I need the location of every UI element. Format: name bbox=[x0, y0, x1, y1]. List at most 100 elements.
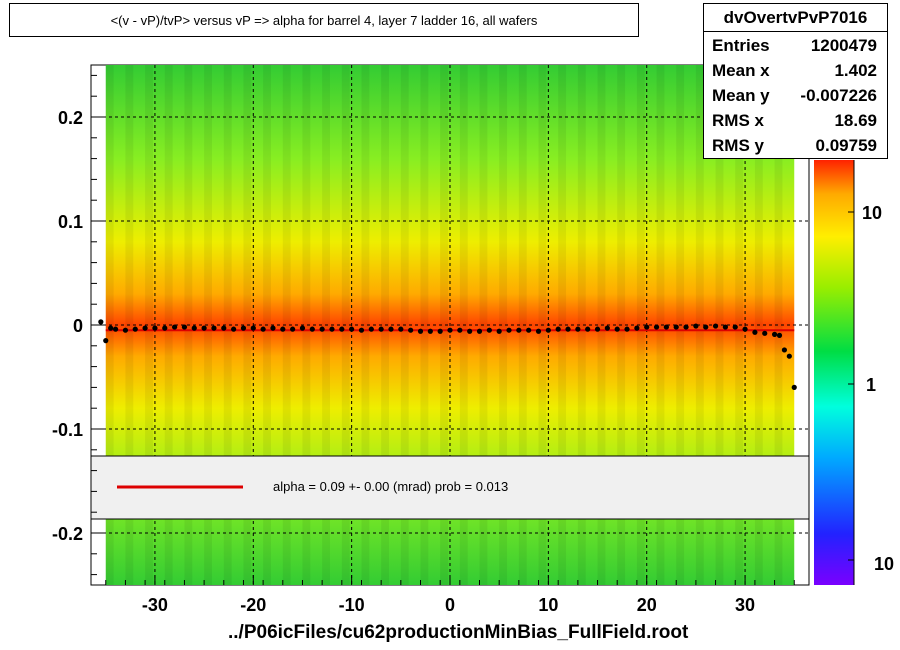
stats-value: 1.402 bbox=[834, 61, 877, 80]
profile-point bbox=[417, 328, 424, 334]
profile-point bbox=[319, 326, 325, 332]
color-scale-bar bbox=[814, 160, 854, 585]
profile-point bbox=[191, 325, 197, 331]
stats-label: Entries bbox=[712, 36, 770, 55]
heatmap-column-shade bbox=[223, 65, 232, 585]
heatmap-column-shade bbox=[164, 65, 173, 585]
profile-point bbox=[663, 324, 669, 330]
profile-point bbox=[152, 325, 158, 331]
profile-point bbox=[673, 324, 679, 330]
heatmap-column-shade bbox=[518, 65, 527, 585]
profile-point bbox=[398, 326, 404, 332]
profile-point bbox=[776, 332, 783, 338]
profile-point bbox=[693, 323, 699, 329]
profile-point bbox=[791, 384, 797, 390]
heatmap-column-shade bbox=[302, 65, 311, 585]
profile-point bbox=[368, 326, 374, 332]
profile-point bbox=[201, 325, 207, 331]
profile-point bbox=[762, 330, 768, 336]
title-box: <(v - vP)/tvP> versus vP => alpha for ba… bbox=[9, 3, 639, 37]
profile-point bbox=[427, 328, 433, 334]
stats-value: -0.007226 bbox=[800, 86, 877, 105]
profile-point bbox=[181, 324, 188, 330]
x-tick-label: 20 bbox=[637, 595, 657, 615]
stats-box: dvOvertvPvP7016 Entries 1200479 Mean x 1… bbox=[703, 3, 888, 159]
y-tick-label: -0.2 bbox=[52, 524, 83, 544]
heatmap-column-shade bbox=[204, 65, 212, 585]
profile-point bbox=[535, 328, 542, 334]
color-scale-label: 1 bbox=[866, 375, 876, 395]
stats-label: Mean y bbox=[712, 86, 770, 105]
legend-fit-text: alpha = 0.09 +- 0.00 (mrad) prob = 0.013 bbox=[273, 479, 509, 494]
profile-point bbox=[771, 331, 778, 337]
profile-point bbox=[329, 326, 335, 332]
profile-point bbox=[231, 326, 237, 332]
profile-point bbox=[122, 327, 129, 333]
profile-point bbox=[786, 353, 792, 359]
profile-point bbox=[703, 324, 709, 330]
x-tick-label: 10 bbox=[538, 595, 558, 615]
profile-markers bbox=[98, 319, 797, 390]
profile-point bbox=[506, 327, 512, 333]
y-tick-label: 0.1 bbox=[58, 212, 83, 232]
stats-row-rms-y: RMS y 0.09759 bbox=[704, 132, 887, 157]
profile-point bbox=[545, 327, 551, 333]
color-scale-label: 10 bbox=[862, 203, 882, 223]
profile-point bbox=[142, 325, 148, 331]
profile-point bbox=[781, 347, 788, 353]
color-scale-label: 10 bbox=[874, 554, 894, 574]
heatmap-column-shade bbox=[499, 65, 508, 585]
profile-point bbox=[486, 327, 492, 333]
profile-point bbox=[604, 325, 610, 331]
profile-point bbox=[339, 326, 345, 332]
y-tick-label: 0 bbox=[73, 316, 83, 336]
axes: -30 -20 -10 0 10 20 30 -0.2 -0.1 0 0.1 0.2 bbox=[52, 74, 795, 615]
profile-point bbox=[437, 328, 443, 334]
profile-point bbox=[644, 324, 650, 330]
stats-value: 18.69 bbox=[834, 111, 877, 130]
profile-point bbox=[132, 326, 138, 332]
profile-point bbox=[712, 323, 719, 329]
profile-point bbox=[280, 326, 286, 332]
profile-point bbox=[103, 338, 109, 344]
heatmap-column-shade bbox=[420, 65, 429, 585]
heatmap-column-shade bbox=[577, 65, 586, 585]
stats-row-mean-x: Mean x 1.402 bbox=[704, 57, 887, 82]
stats-row-mean-y: Mean y -0.007226 bbox=[704, 82, 887, 107]
y-tick-label: 0.2 bbox=[58, 108, 83, 128]
profile-point bbox=[683, 324, 689, 330]
profile-point bbox=[467, 328, 473, 334]
stats-row-entries: Entries 1200479 bbox=[704, 32, 887, 57]
heatmap-column-shade bbox=[715, 65, 724, 585]
x-tick-label: 0 bbox=[445, 595, 455, 615]
profile-point bbox=[358, 327, 365, 333]
profile-point bbox=[108, 325, 114, 331]
profile-point bbox=[447, 327, 453, 333]
profile-point bbox=[555, 326, 561, 332]
profile-point bbox=[98, 319, 104, 325]
profile-point bbox=[594, 326, 601, 332]
stats-label: Mean x bbox=[712, 61, 770, 80]
x-tick-label: -20 bbox=[240, 595, 266, 615]
profile-point bbox=[634, 325, 640, 331]
heatmap-column-shade bbox=[558, 65, 567, 585]
stats-value: 1200479 bbox=[810, 36, 877, 55]
profile-point bbox=[290, 326, 296, 332]
profile-point bbox=[575, 326, 581, 332]
profile-point bbox=[624, 326, 630, 332]
profile-point bbox=[614, 326, 620, 332]
profile-point bbox=[496, 328, 502, 334]
heatmap-column-shade bbox=[440, 65, 449, 585]
profile-point bbox=[240, 325, 247, 331]
x-tick-label: -30 bbox=[142, 595, 168, 615]
profile-point bbox=[476, 328, 483, 334]
stats-row-rms-x: RMS x 18.69 bbox=[704, 107, 887, 132]
profile-point bbox=[457, 327, 463, 333]
profile-point bbox=[250, 325, 256, 331]
profile-point bbox=[752, 329, 758, 335]
profile-point bbox=[722, 324, 728, 330]
profile-point bbox=[585, 326, 591, 332]
profile-point bbox=[172, 324, 178, 330]
stats-label: RMS x bbox=[712, 111, 764, 130]
